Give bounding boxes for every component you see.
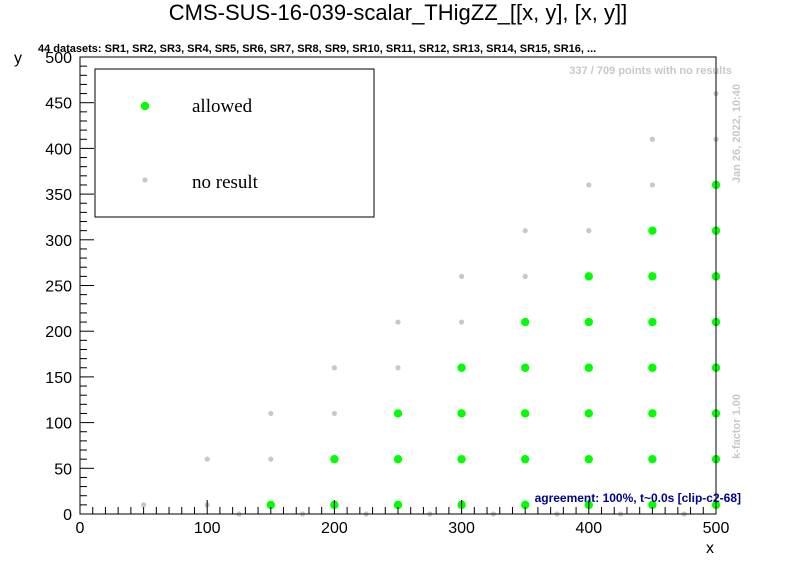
allowed-point [521,363,530,372]
y-tick-label: 0 [63,507,72,524]
allowed-point [648,454,657,464]
allowed-point [330,454,339,464]
timestamp-note: Jan 26, 2022, 10:40 [731,84,743,183]
axis-ticks: 0 100 200 300 400 500 0 50 100 150 200 250 300 350 400… [45,50,729,537]
allowed-point [648,363,657,372]
allowed-point [266,500,275,510]
chart-title: CMS-SUS-16-039-scalar_THigZZ_[[x, y], [x… [169,0,627,25]
allowed-point [584,454,593,464]
y-tick-label: 500 [45,50,72,67]
no-result-point [649,182,656,188]
no-result-point [395,365,401,371]
y-tick-label: 50 [54,461,72,478]
no-results-note: 337 / 709 points with no results [569,65,732,77]
y-tick-label: 150 [45,370,72,387]
legend-marker-allowed [140,101,150,111]
allowed-point [584,272,593,281]
no-result-point [141,502,147,508]
x-tick-label: 500 [703,520,730,537]
kfactor-note: k-factor 1.00 [731,394,743,459]
no-result-point [331,410,337,417]
no-result-point [522,273,528,279]
no-result-point [395,319,401,325]
no-result-point [586,182,592,188]
no-result-point [268,456,274,462]
legend-box [94,68,375,218]
allowed-point [521,409,530,418]
allowed-point [457,454,466,464]
allowed-point [393,409,403,418]
no-result-point [204,456,210,462]
no-result-point [522,228,528,234]
legend-marker-no-result [142,177,148,183]
allowed-point [584,317,593,327]
x-tick-label: 400 [575,520,602,537]
no-result-point [649,136,656,142]
allowed-point [521,500,530,510]
allowed-point [393,454,403,464]
y-tick-label: 400 [45,141,72,158]
no-result-point [331,365,337,371]
y-tick-label: 250 [45,279,72,296]
legend: allowed no result [94,68,375,218]
x-tick-label: 0 [76,520,85,537]
legend-label-no-result: no result [192,172,259,193]
allowed-point [648,272,657,281]
x-tick-label: 300 [448,520,475,537]
allowed-point [648,409,657,418]
x-axis-title: x [706,540,714,557]
y-tick-label: 350 [45,187,72,204]
no-result-point [586,228,592,234]
no-result-point [268,410,274,417]
agreement-note: agreement: 100%, t~0.0s [clip-c2-68] [535,491,741,505]
no-result-point [459,273,465,279]
y-tick-label: 300 [45,233,72,250]
chart-subtitle: 44 datasets: SR1, SR2, SR3, SR4, SR5, SR… [38,43,596,55]
no-result-point [459,319,465,325]
allowed-point [648,226,657,235]
allowed-point [457,363,466,372]
allowed-point [521,317,530,327]
allowed-point [457,409,466,418]
allowed-point [648,317,657,327]
x-tick-label: 200 [321,520,348,537]
y-tick-label: 100 [45,416,72,433]
allowed-point [584,409,593,418]
allowed-point [521,454,530,464]
y-axis-title: y [14,50,22,67]
allowed-point [584,363,593,372]
allowed-point [648,500,657,510]
y-tick-label: 200 [45,324,72,341]
y-tick-label: 450 [45,96,72,113]
allowed-point [393,500,403,510]
x-tick-label: 100 [194,520,221,537]
legend-label-allowed: allowed [192,96,253,117]
